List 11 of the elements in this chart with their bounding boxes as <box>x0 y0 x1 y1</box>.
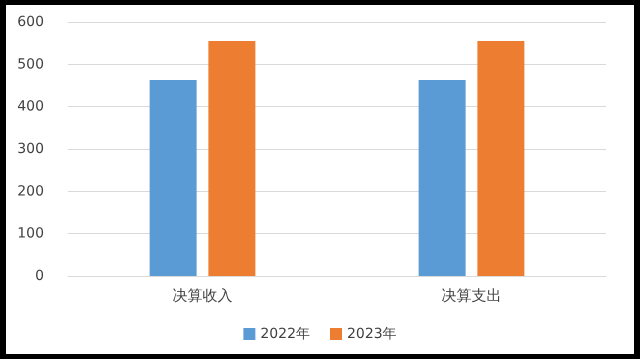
y-tick-label: 0 <box>35 268 44 284</box>
x-tick-label: 决算支出 <box>442 286 502 304</box>
y-tick-label: 500 <box>17 56 44 72</box>
y-tick-label: 600 <box>17 14 44 30</box>
legend-label: 2023年 <box>347 326 397 342</box>
legend-label: 2022年 <box>260 326 310 342</box>
y-tick-label: 400 <box>17 98 44 115</box>
y-tick-label: 100 <box>17 226 44 242</box>
x-tick-label: 决算收入 <box>172 286 232 304</box>
y-tick-label: 300 <box>17 141 44 157</box>
y-tick-label: 200 <box>17 183 44 200</box>
